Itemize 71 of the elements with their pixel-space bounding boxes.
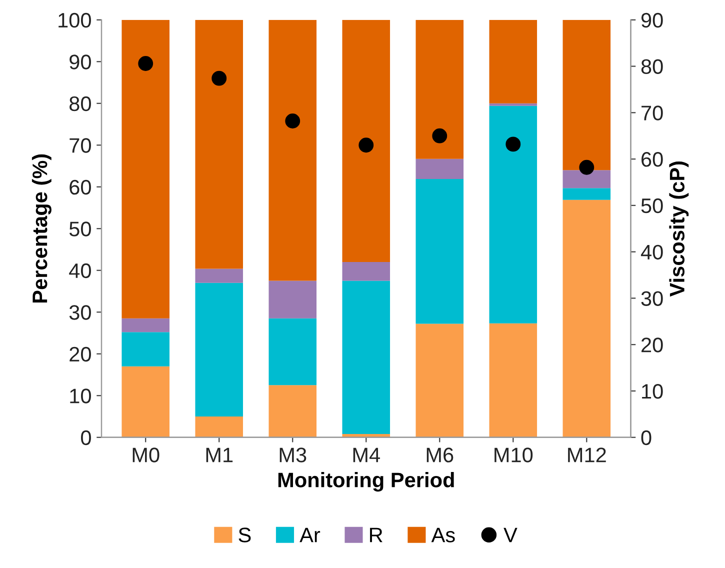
point	[432, 128, 448, 144]
x-tick-label: M4	[353, 448, 380, 462]
bar	[342, 20, 390, 262]
x-tick-label: M10	[494, 448, 533, 462]
x-tick-label: M6	[426, 448, 454, 462]
bar	[416, 20, 464, 159]
bar	[268, 280, 317, 318]
bar	[489, 20, 538, 104]
y2-axis-title: Viscosity (cP)	[669, 162, 689, 297]
point	[285, 114, 300, 128]
bar	[122, 366, 170, 438]
y-tick-label: 90	[70, 54, 91, 70]
y-tick-label: 50	[69, 222, 91, 236]
y2-tick-label: 80	[641, 59, 663, 74]
y-tick-label: 70	[70, 138, 91, 153]
y-axis-title: Percentage (%)	[32, 154, 52, 302]
legend-label: As	[431, 528, 455, 542]
bar	[268, 20, 317, 281]
bar	[342, 434, 390, 438]
y-tick-label: 10	[70, 388, 91, 404]
legend-label: V	[504, 528, 518, 542]
bar	[122, 332, 170, 366]
bar	[268, 385, 317, 438]
bar	[562, 20, 611, 170]
y-tick-label: 30	[69, 305, 91, 320]
point	[138, 56, 154, 71]
bar	[342, 280, 390, 434]
bar	[195, 20, 243, 269]
y-tick-label: 100	[58, 12, 91, 28]
y2-tick-label: 10	[642, 384, 663, 399]
bar	[489, 106, 538, 324]
bar	[195, 268, 243, 283]
bar	[562, 170, 611, 188]
legend-label: R	[370, 528, 382, 542]
x-tick-label: M1	[206, 448, 233, 462]
bar	[562, 188, 611, 200]
y2-tick-label: 0	[641, 430, 652, 446]
bar	[562, 200, 611, 438]
y-tick-label: 40	[69, 263, 91, 278]
bar	[489, 103, 538, 106]
bar	[122, 318, 170, 332]
bar	[195, 416, 243, 438]
x-tick-label: M3	[280, 448, 306, 462]
x-axis-title: Monitoring Period	[278, 472, 454, 492]
y-tick-label: 20	[70, 346, 91, 362]
y2-tick-label: 30	[641, 291, 663, 306]
y2-tick-label: 90	[641, 12, 663, 28]
bar	[416, 324, 464, 438]
y2-tick-label: 50	[641, 198, 663, 214]
y2-tick-label: 70	[642, 106, 663, 120]
bar	[122, 20, 170, 318]
y-tick-label: 80	[70, 96, 91, 112]
legend-label: S	[238, 528, 251, 542]
bar	[416, 178, 464, 324]
bar	[416, 158, 464, 179]
y-tick-label: 60	[70, 180, 91, 195]
point	[506, 136, 521, 152]
bar	[268, 318, 317, 386]
y2-tick-label: 20	[642, 338, 663, 352]
x-tick-label: M12	[568, 448, 606, 462]
y-tick-label: 0	[81, 430, 91, 446]
point	[212, 70, 227, 86]
y2-tick-label: 60	[642, 152, 663, 167]
y2-tick-label: 40	[640, 244, 663, 260]
legend-label: Ar	[300, 528, 320, 542]
x-tick-label: M0	[132, 448, 160, 462]
bar	[195, 282, 243, 416]
point	[358, 138, 374, 153]
bar	[489, 323, 538, 438]
point	[579, 160, 594, 175]
bar	[342, 262, 390, 281]
